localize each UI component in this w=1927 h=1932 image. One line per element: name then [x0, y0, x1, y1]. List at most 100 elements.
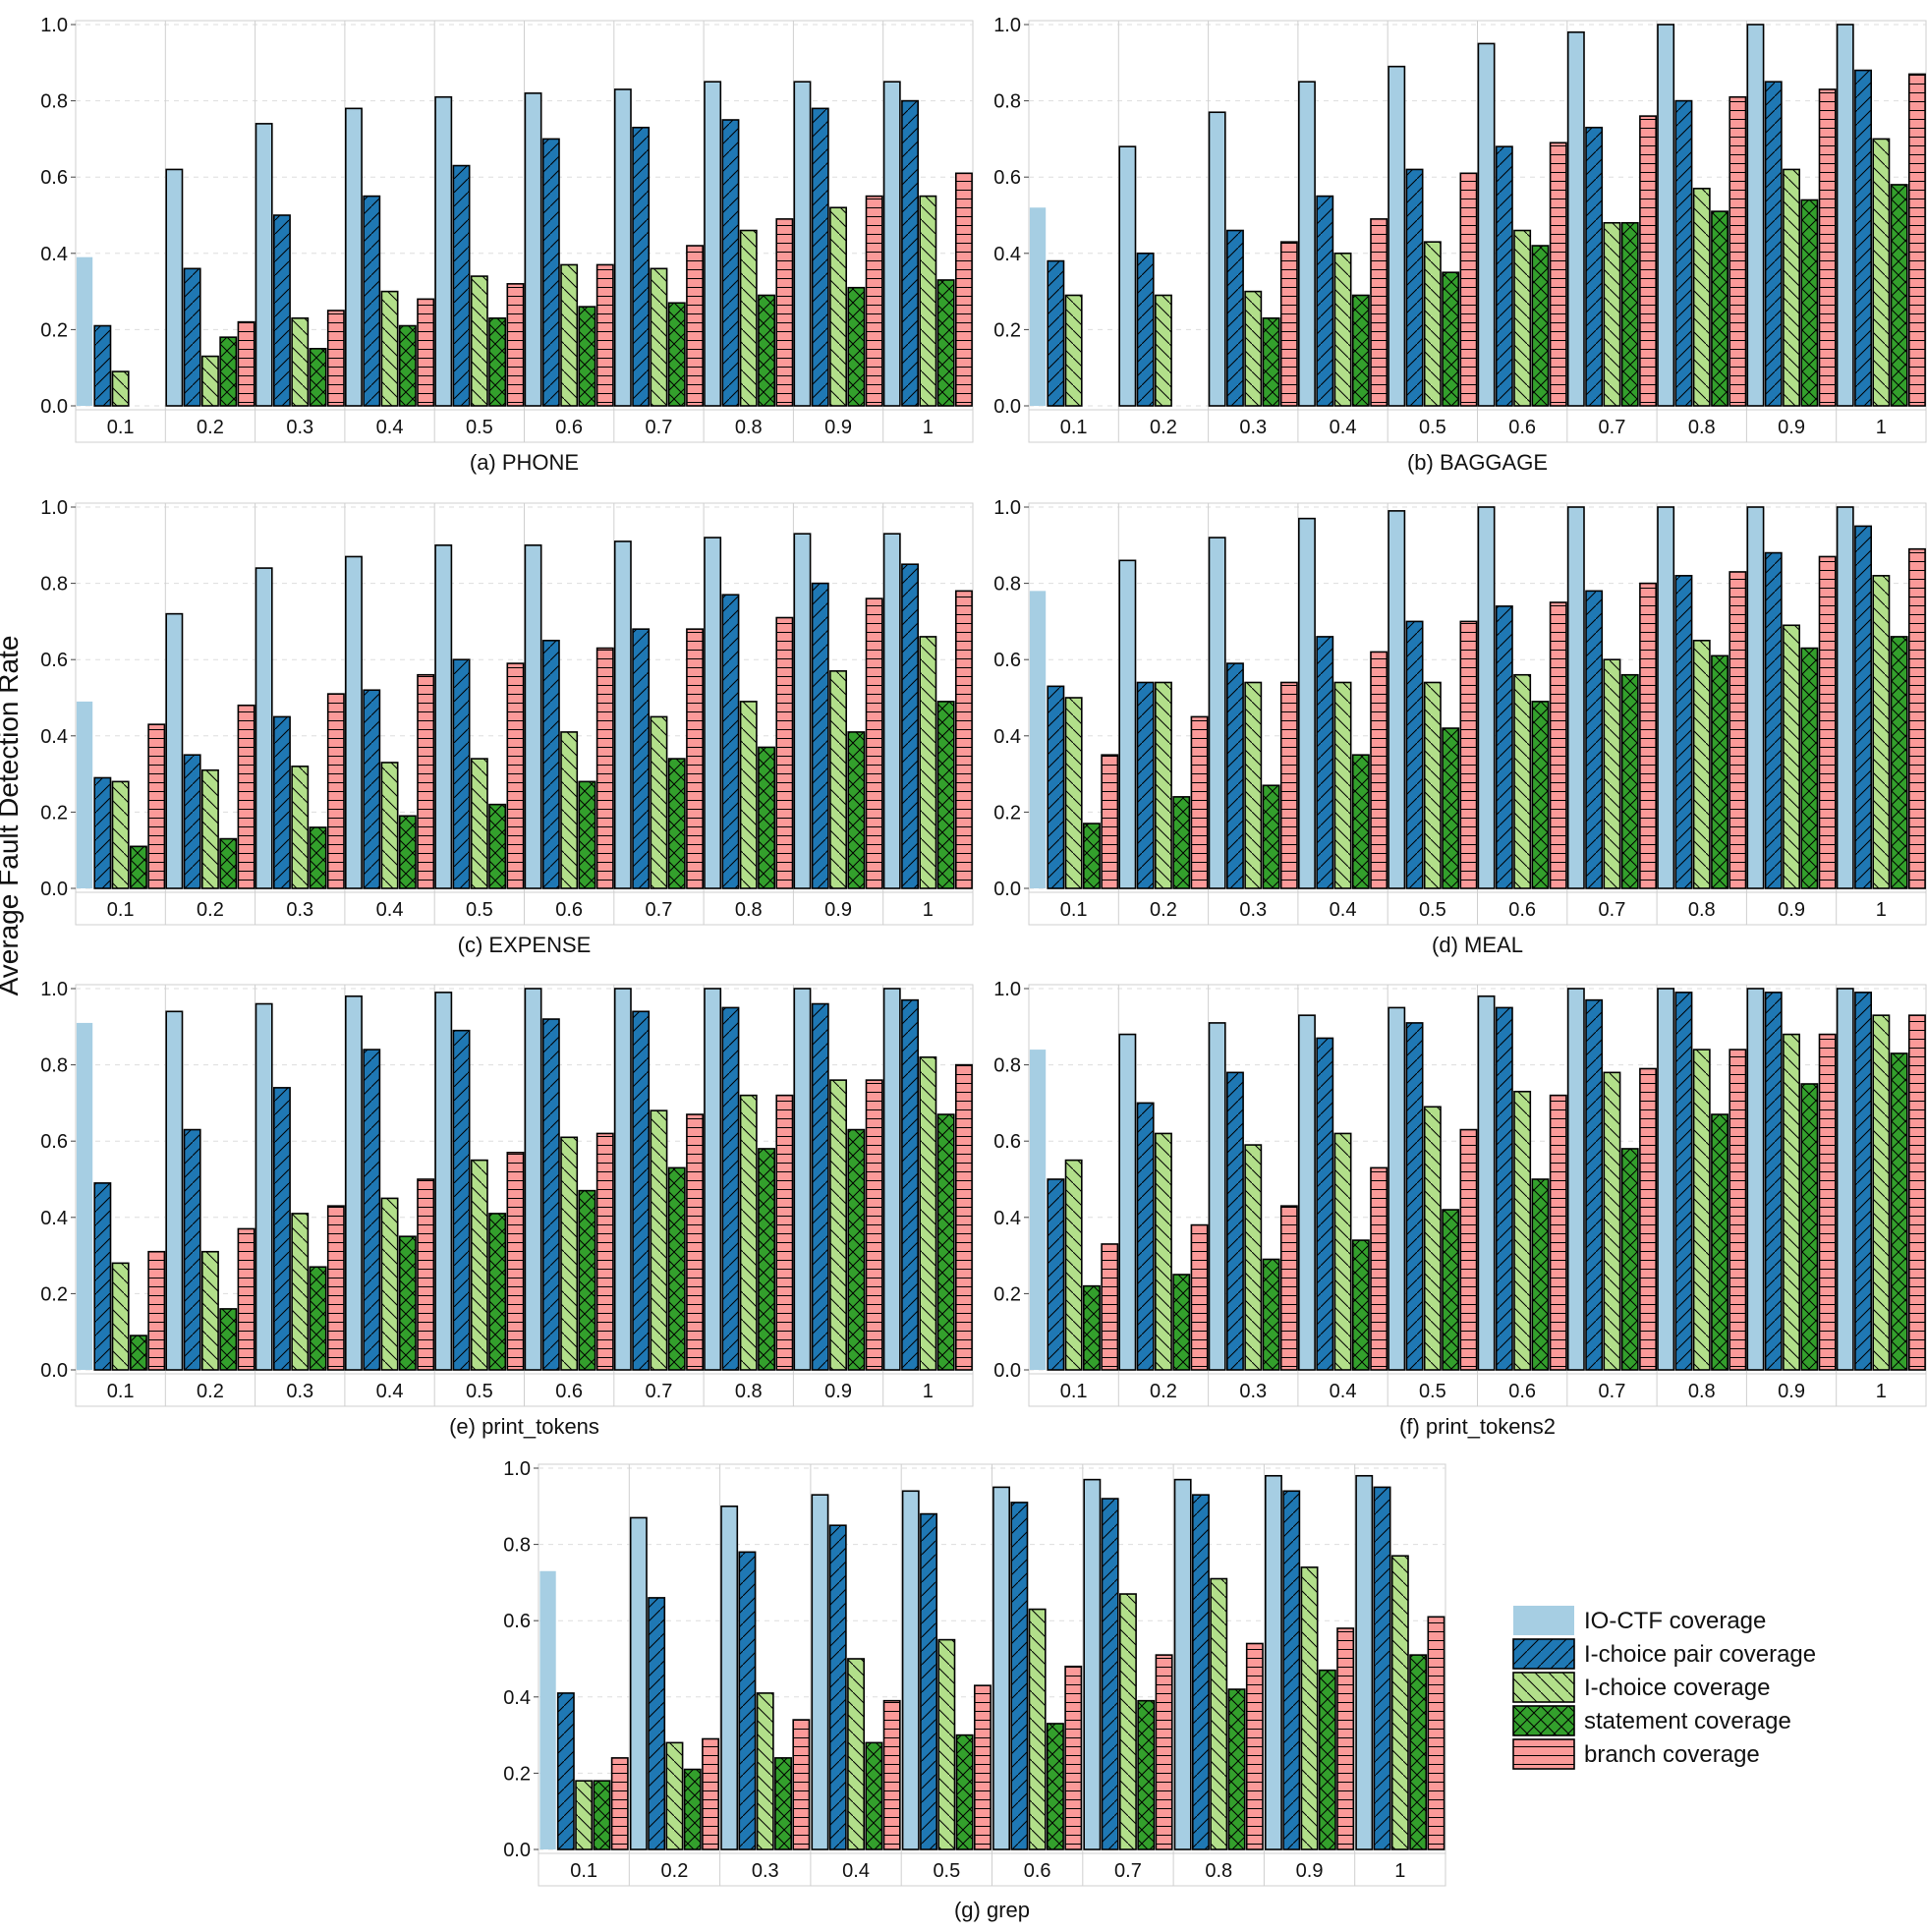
x-tick-label: 0.5 [466, 417, 493, 438]
x-tick-label: 1 [923, 417, 934, 438]
bar [829, 206, 848, 407]
bar [758, 294, 776, 407]
x-tick-label: 0.4 [1330, 1381, 1357, 1402]
x-tick-label: 0.4 [1330, 417, 1357, 438]
bar [398, 815, 417, 889]
bar [1729, 95, 1747, 407]
bar [272, 214, 291, 407]
bar [578, 780, 596, 889]
bar [578, 306, 596, 407]
bar [1908, 73, 1926, 407]
chart-panel: 0.0 0.2 0.4 0.6 0.8 1.0 0.1 0.2 0.3 0.4 0.5 0.6 0.7 0… [993, 979, 1927, 1439]
bar [1355, 1474, 1374, 1850]
y-tick-label: 1.0 [40, 979, 68, 1000]
y-tick-label: 0.8 [993, 91, 1021, 113]
bar [1370, 1166, 1389, 1371]
bar [1639, 1067, 1658, 1371]
x-tick-label: 0.8 [735, 1381, 763, 1402]
legend-item: IO-CTF coverage [1513, 1606, 1766, 1635]
bar [1118, 559, 1137, 889]
x-tick-label: 0.4 [376, 1381, 404, 1402]
bar [704, 988, 722, 1371]
bar [541, 138, 560, 407]
bar [595, 263, 614, 407]
bar [452, 658, 471, 889]
chart-panel: 0.0 0.2 0.4 0.6 0.8 1.0 0.1 0.2 0.3 0.4 0.5 0.6 0.7 0… [40, 15, 974, 475]
bar [1620, 1148, 1639, 1371]
bar [1908, 547, 1926, 889]
bar [901, 1490, 920, 1850]
bar [1836, 506, 1854, 889]
bar [901, 998, 920, 1371]
bar [201, 768, 219, 889]
bar [1729, 571, 1747, 889]
bar [556, 1692, 575, 1850]
bar [1083, 823, 1101, 889]
bar [1226, 229, 1244, 407]
bar [775, 1094, 794, 1371]
chart-panel: 0.0 0.2 0.4 0.6 0.8 1.0 0.1 0.2 0.3 0.4 0.5 0.6 0.7 0… [993, 497, 1927, 957]
bar [650, 1109, 668, 1371]
bar [1226, 1071, 1244, 1371]
bar [1531, 245, 1550, 407]
bar [1854, 69, 1873, 407]
x-tick-label: 0.7 [646, 1381, 673, 1402]
bar [1764, 81, 1783, 407]
bar [1746, 24, 1765, 407]
bar [1029, 591, 1047, 888]
x-tick-label: 0.3 [752, 1860, 779, 1882]
legend-item: I-choice pair coverage [1512, 1638, 1816, 1670]
bar [1783, 624, 1801, 889]
bar [575, 1780, 594, 1850]
x-tick-label: 0.4 [376, 417, 404, 438]
x-tick-label: 0.5 [1419, 1381, 1446, 1402]
bar [1585, 126, 1604, 407]
bar [488, 1213, 507, 1371]
x-tick-label: 0.9 [824, 1381, 852, 1402]
x-tick-label: 0.9 [824, 417, 852, 438]
bar [1010, 1502, 1029, 1850]
bar [667, 1166, 686, 1371]
bar [758, 746, 776, 889]
bar [219, 1308, 238, 1371]
bar [219, 336, 238, 407]
y-tick-label: 0.4 [40, 244, 68, 265]
bar [721, 119, 740, 407]
bar [76, 256, 93, 406]
bar [593, 1780, 611, 1850]
bar [1298, 1014, 1316, 1371]
bar [954, 172, 973, 407]
y-tick-label: 0.6 [503, 1611, 531, 1632]
bar [686, 628, 705, 889]
bar [1692, 639, 1711, 889]
x-tick-label: 0.9 [1296, 1860, 1324, 1882]
bar [667, 302, 686, 407]
y-tick-label: 0.8 [40, 1055, 68, 1077]
bar [1800, 647, 1819, 889]
bar [1083, 1284, 1101, 1371]
chart-caption: (b) BAGGAGE [1407, 450, 1548, 475]
bar [1190, 1223, 1209, 1371]
x-tick-label: 0.1 [107, 899, 135, 921]
bar [1818, 88, 1837, 407]
bar [758, 1148, 776, 1371]
bar [1265, 1474, 1282, 1850]
y-tick-label: 0.4 [993, 726, 1021, 748]
bar [201, 355, 219, 407]
bar [1226, 662, 1244, 889]
x-tick-label: 0.6 [1508, 1381, 1536, 1402]
bar [1872, 575, 1891, 889]
bar [1210, 1577, 1228, 1850]
x-tick-label: 1 [1876, 417, 1887, 438]
bar [1890, 1052, 1908, 1371]
bar [165, 1010, 184, 1371]
bar [1405, 1022, 1424, 1371]
x-tick-label: 0.7 [1114, 1860, 1142, 1882]
bar [720, 1506, 739, 1850]
bar [524, 988, 542, 1371]
bar [1674, 99, 1693, 407]
bar [183, 267, 201, 407]
bar [470, 758, 488, 889]
bar [1800, 199, 1819, 407]
bar [1333, 252, 1352, 407]
